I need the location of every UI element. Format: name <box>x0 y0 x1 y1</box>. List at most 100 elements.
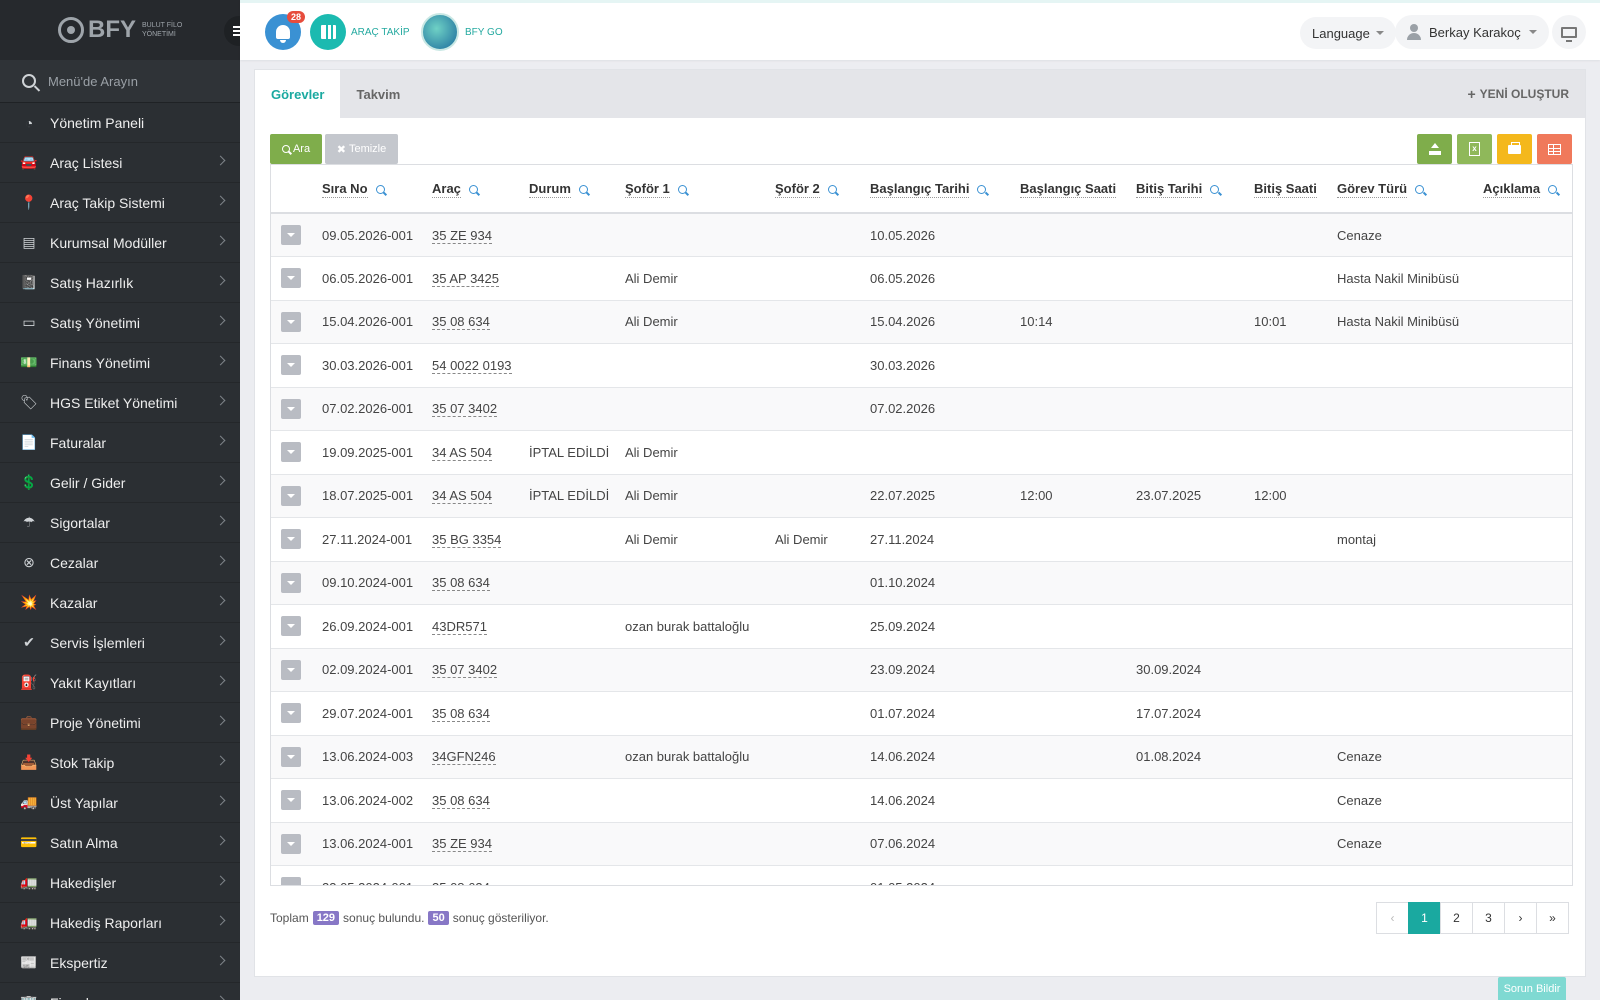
column-search-icon[interactable] <box>677 185 687 194</box>
table-row[interactable]: 07.02.2026-001 35 07 3402 07.02.2026 <box>271 387 1572 431</box>
column-header[interactable]: Başlangıç Saati <box>1014 165 1130 214</box>
sidebar-item-9[interactable]: 💲 Gelir / Gider <box>0 463 240 503</box>
column-toggle-button[interactable] <box>1537 134 1572 164</box>
tasks-table-wrapper[interactable]: Sıra No Araç Durum Şoför 1 Şoför 2 Başlangıç … <box>270 164 1573 886</box>
sidebar-item-13[interactable]: ✔ Servis İşlemleri <box>0 623 240 663</box>
row-dropdown-button[interactable] <box>281 355 301 376</box>
sidebar-item-20[interactable]: 🚛 Hakediş Raporları <box>0 903 240 943</box>
sidebar-item-21[interactable]: 📰 Ekspertiz <box>0 943 240 983</box>
row-dropdown-button[interactable] <box>281 833 301 854</box>
upload-button[interactable] <box>1417 134 1452 164</box>
sidebar-item-4[interactable]: 📓 Satış Hazırlık <box>0 263 240 303</box>
table-row[interactable]: 26.09.2024-001 43DR571 ozan burak battaloğ… <box>271 604 1572 649</box>
table-row[interactable]: 19.09.2025-001 34 AS 504 İPTAL EDİLDİ Ali D… <box>271 430 1572 475</box>
arac-takip-link[interactable]: ARAÇ TAKİP <box>351 27 410 38</box>
table-row[interactable]: 27.11.2024-001 35 BG 3354 Ali Demir Ali Dem… <box>271 517 1572 562</box>
sidebar-item-1[interactable]: 🚘 Araç Listesi <box>0 143 240 183</box>
sidebar-item-7[interactable]: 🏷 HGS Etiket Yönetimi <box>0 383 240 423</box>
column-search-icon[interactable] <box>1415 185 1425 194</box>
table-row[interactable]: 02.09.2024-001 35 07 3402 23.09.2024 30.09.… <box>271 648 1572 692</box>
row-dropdown-button[interactable] <box>281 529 301 550</box>
table-row[interactable]: 09.05.2026-001 35 ZE 934 10.05.2026 Cenaze <box>271 213 1572 257</box>
row-dropdown-button[interactable] <box>281 268 301 289</box>
vehicle-link[interactable]: 54 0022 0193 <box>432 357 512 374</box>
sidebar-item-5[interactable]: ▭ Satış Yönetimi <box>0 303 240 343</box>
sidebar-item-14[interactable]: ⛽ Yakıt Kayıtları <box>0 663 240 703</box>
vehicle-link[interactable]: 35 08 634 <box>432 792 490 809</box>
brand-logo[interactable]: BFY BULUT FİLO YÖNETİMİ <box>58 16 202 44</box>
row-dropdown-button[interactable] <box>281 616 301 637</box>
table-row[interactable]: 15.04.2026-001 35 08 634 Ali Demir 15.04.20… <box>271 300 1572 344</box>
vehicle-link[interactable]: 35 BG 3354 <box>432 531 502 548</box>
tab-takvim[interactable]: Takvim <box>356 86 401 102</box>
user-menu[interactable]: Berkay Karakoç <box>1395 15 1549 49</box>
table-row[interactable]: 09.10.2024-001 35 08 634 01.10.2024 <box>271 561 1572 605</box>
vehicle-link[interactable]: 35 07 3402 <box>432 401 498 418</box>
create-new-button[interactable]: + YENİ OLUŞTUR <box>1467 70 1569 118</box>
vehicle-link[interactable]: 35 08 634 <box>432 879 490 885</box>
column-header[interactable]: Açıklama <box>1477 165 1572 214</box>
sidebar-item-22[interactable]: 🏢 Firmalar <box>0 983 240 1000</box>
bfy-go-link[interactable]: BFY GO <box>465 27 503 38</box>
row-dropdown-button[interactable] <box>281 746 301 767</box>
sidebar-item-10[interactable]: ☂ Sigortalar <box>0 503 240 543</box>
row-dropdown-button[interactable] <box>281 442 301 463</box>
fullscreen-button[interactable] <box>1552 15 1586 49</box>
sidebar-item-15[interactable]: 💼 Proje Yönetimi <box>0 703 240 743</box>
page-button[interactable]: 2 <box>1440 902 1473 934</box>
sidebar-item-16[interactable]: 📥 Stok Takip <box>0 743 240 783</box>
report-issue-button[interactable]: Sorun Bildir <box>1498 977 1566 1000</box>
menu-toggle-button[interactable] <box>224 16 240 46</box>
row-dropdown-button[interactable] <box>281 398 301 419</box>
excel-export-button[interactable]: x <box>1457 134 1492 164</box>
bfy-go-logo-icon[interactable] <box>421 13 459 51</box>
sidebar-item-19[interactable]: 🚛 Hakedişler <box>0 863 240 903</box>
page-button[interactable]: » <box>1536 902 1569 934</box>
column-header[interactable]: Görev Türü <box>1331 165 1477 214</box>
table-row[interactable]: 23.05.2024-001 35 08 634 01.05.2024 <box>271 865 1572 885</box>
sidebar-search[interactable]: Menü'de Arayın <box>0 60 240 103</box>
column-header[interactable]: Sıra No <box>316 165 426 214</box>
page-button[interactable]: 1 <box>1408 902 1441 934</box>
language-dropdown[interactable]: Language <box>1300 17 1396 49</box>
column-header[interactable]: Şoför 2 <box>769 165 864 214</box>
sidebar-item-12[interactable]: 💥 Kazalar <box>0 583 240 623</box>
column-header[interactable]: Başlangıç Tarihi <box>864 165 1014 214</box>
column-header[interactable]: Bitiş Tarihi <box>1130 165 1248 214</box>
vehicle-link[interactable]: 35 ZE 934 <box>432 227 492 244</box>
table-row[interactable]: 18.07.2025-001 34 AS 504 İPTAL EDİLDİ Ali D… <box>271 474 1572 518</box>
sidebar-item-8[interactable]: 📄 Faturalar <box>0 423 240 463</box>
vehicle-link[interactable]: 35 AP 3425 <box>432 270 499 287</box>
page-button[interactable]: ‹ <box>1376 902 1409 934</box>
vehicle-link[interactable]: 35 08 634 <box>432 705 490 722</box>
column-search-icon[interactable] <box>827 185 837 194</box>
vehicle-link[interactable]: 35 07 3402 <box>432 662 498 679</box>
sidebar-item-11[interactable]: ⊗ Cezalar <box>0 543 240 583</box>
vehicle-link[interactable]: 35 08 634 <box>432 575 490 592</box>
page-button[interactable]: 3 <box>1472 902 1505 934</box>
column-search-icon[interactable] <box>578 185 588 194</box>
column-header[interactable]: Bitiş Saati <box>1248 165 1331 214</box>
search-button[interactable]: Ara <box>270 134 322 164</box>
vehicle-link[interactable]: 35 ZE 934 <box>432 836 492 853</box>
row-dropdown-button[interactable] <box>281 703 301 724</box>
print-button[interactable] <box>1497 134 1532 164</box>
column-search-icon[interactable] <box>1548 185 1558 194</box>
column-header[interactable]: Durum <box>523 165 619 214</box>
tab-gorevler[interactable]: Görevler <box>255 70 341 118</box>
sidebar-item-6[interactable]: 💵 Finans Yönetimi <box>0 343 240 383</box>
row-dropdown-button[interactable] <box>281 659 301 680</box>
vehicle-link[interactable]: 34 AS 504 <box>432 444 492 461</box>
table-row[interactable]: 06.05.2026-001 35 AP 3425 Ali Demir 06.05.2… <box>271 256 1572 301</box>
row-dropdown-button[interactable] <box>281 572 301 593</box>
table-row[interactable]: 29.07.2024-001 35 08 634 01.07.2024 17.07.2… <box>271 691 1572 736</box>
table-row[interactable]: 30.03.2026-001 54 0022 0193 30.03.2026 <box>271 343 1572 388</box>
column-header[interactable]: Şoför 1 <box>619 165 769 214</box>
table-row[interactable]: 13.06.2024-003 34GFN246 ozan burak battalo… <box>271 735 1572 779</box>
row-dropdown-button[interactable] <box>281 790 301 811</box>
row-dropdown-button[interactable] <box>281 311 301 332</box>
column-header[interactable]: Araç <box>426 165 523 214</box>
vehicle-link[interactable]: 34 AS 504 <box>432 488 492 505</box>
column-search-icon[interactable] <box>468 185 478 194</box>
row-dropdown-button[interactable] <box>281 225 301 245</box>
